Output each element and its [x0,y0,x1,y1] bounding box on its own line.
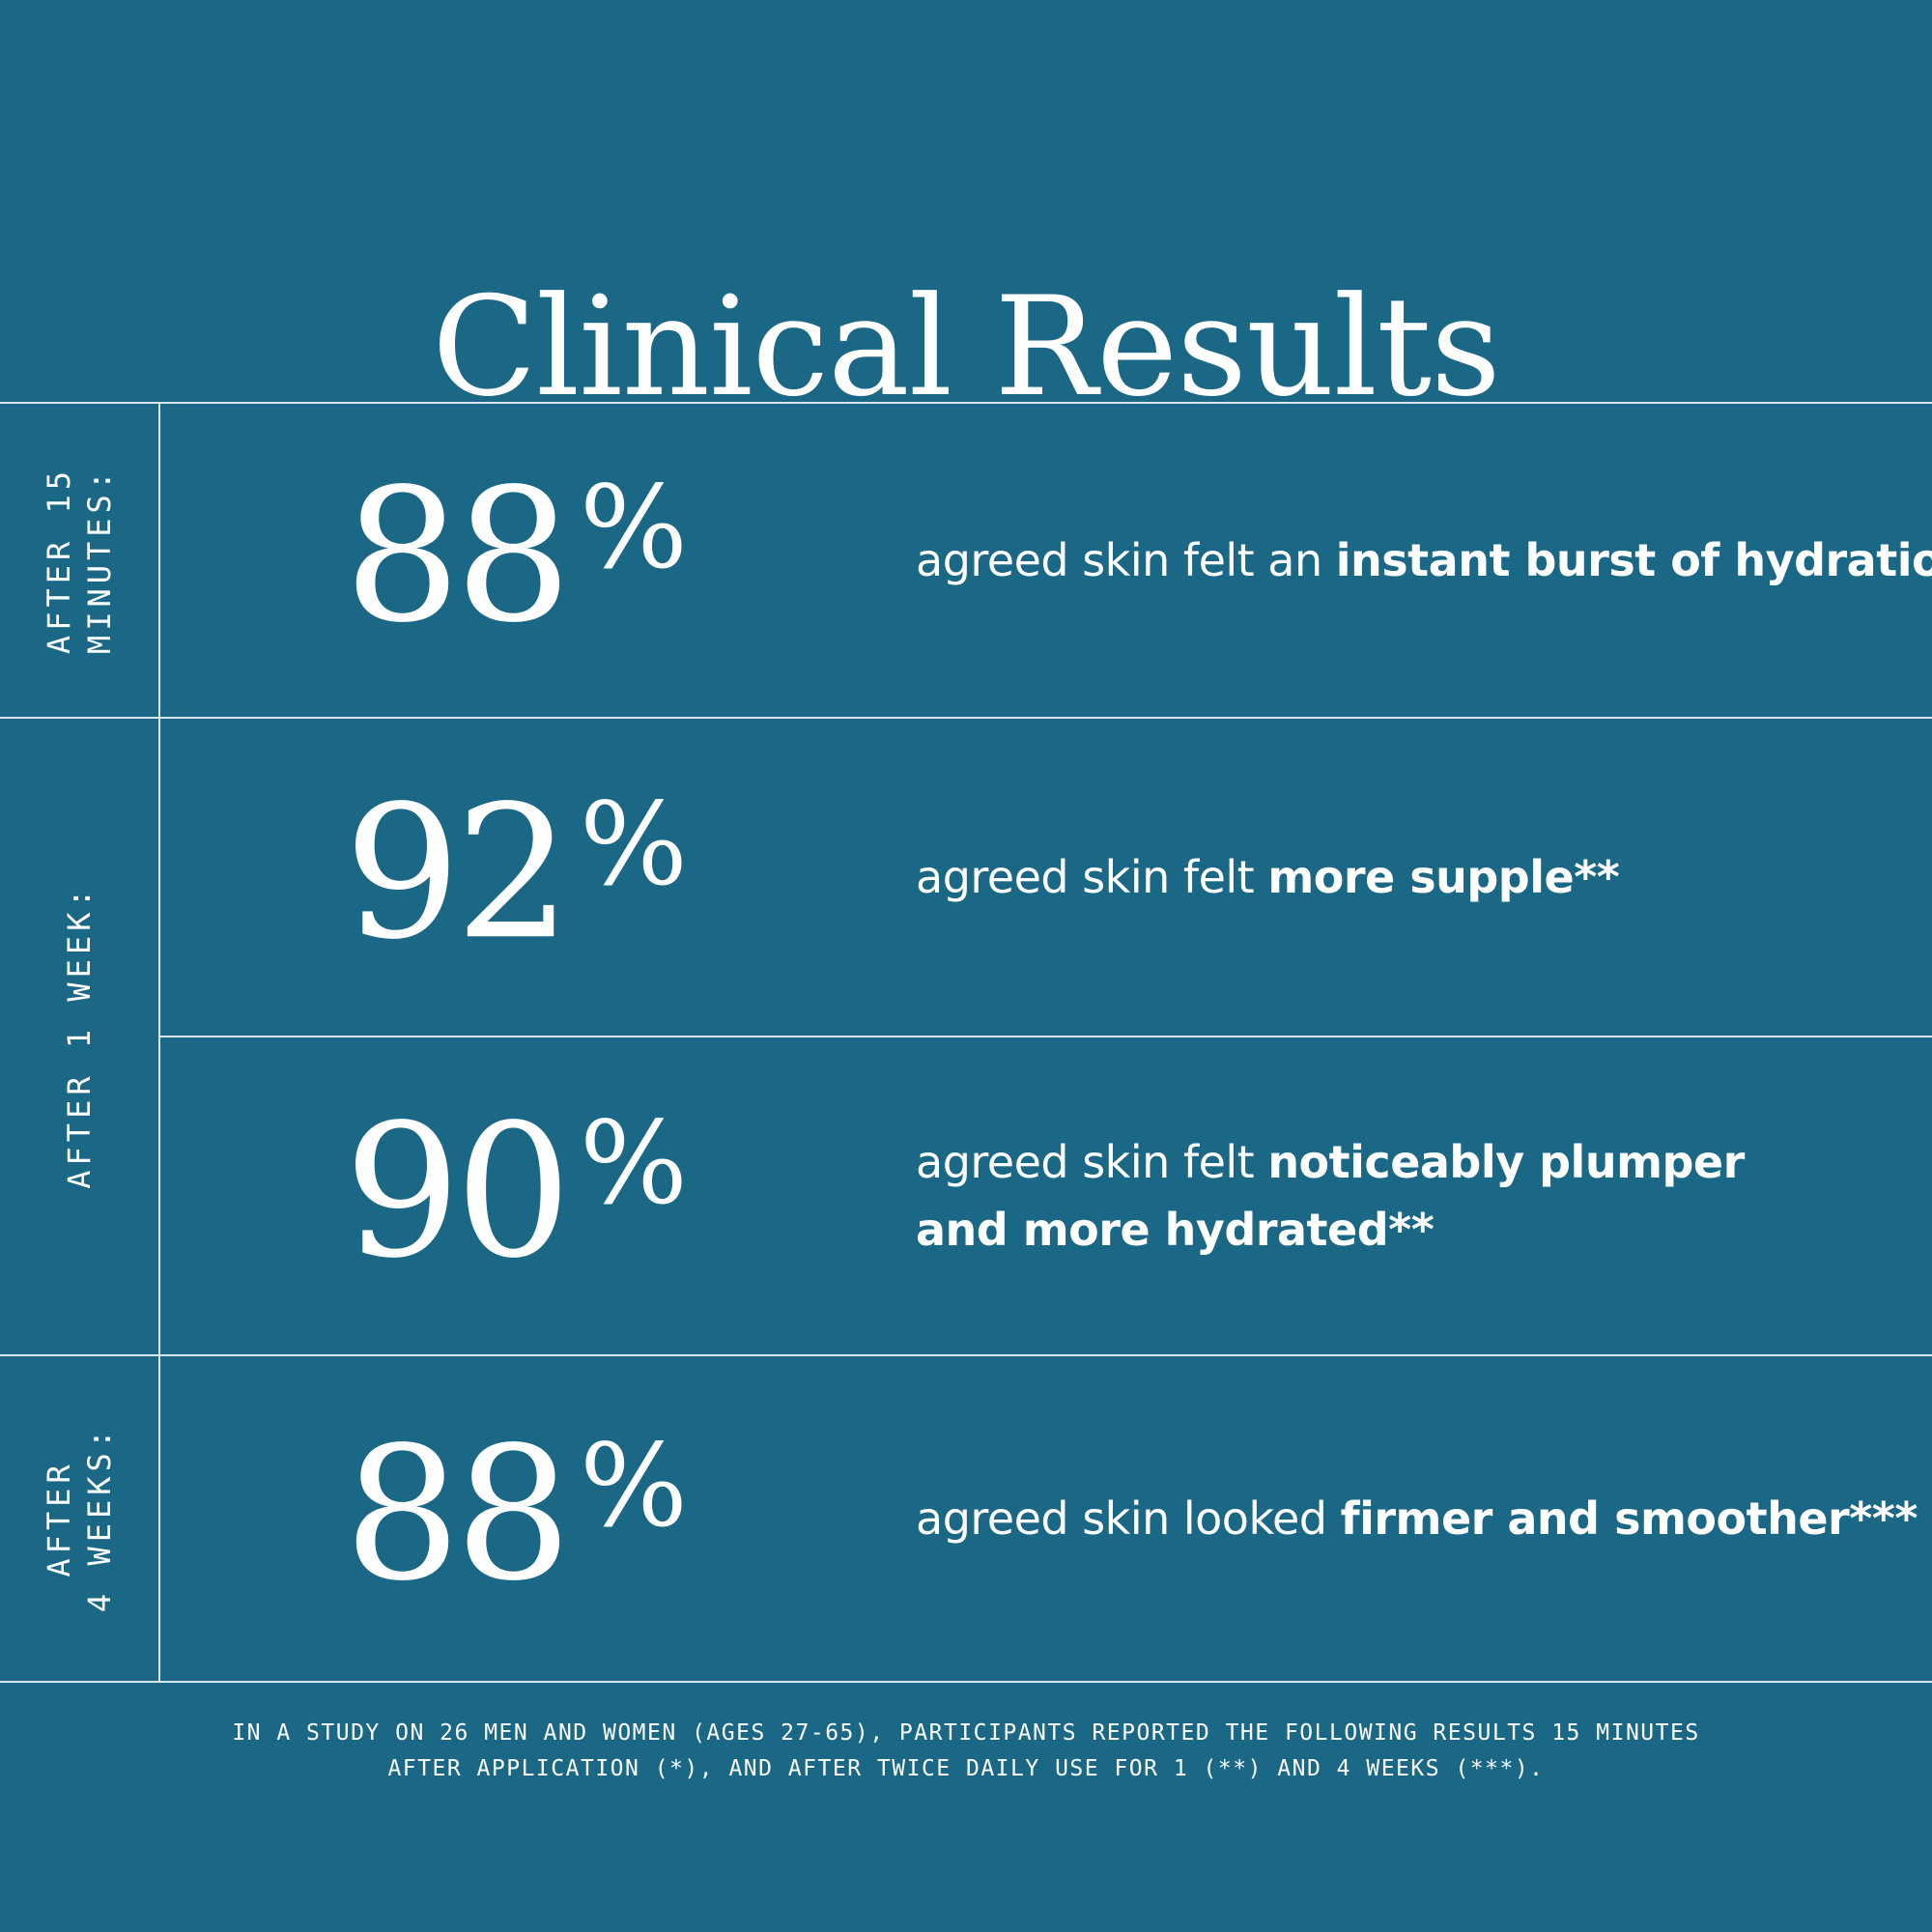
percent-sign: % [579,1096,688,1231]
footnote-line: AFTER APPLICATION (*), AND AFTER TWICE D… [387,1756,1545,1781]
percent-sign: % [579,461,688,595]
study-footnote: IN A STUDY ON 26 MEN AND WOMEN (AGES 27-… [0,1716,1932,1787]
stat-highlight: firmer and smoother [1340,1492,1850,1545]
page-title: Clinical Results [432,268,1501,428]
stat-highlight: noticeably plumper [1267,1136,1745,1188]
period-label-line: MINUTES: [81,466,118,655]
stat-value: 88 [344,1407,572,1622]
period-after-1-week: AFTER 1 WEEK: [0,719,158,1354]
footnote-mark: *** [1849,1492,1918,1545]
percent-sign: % [579,1419,688,1553]
stat-text: agreed skin looked [916,1492,1341,1545]
stat-highlight: more supple [1267,851,1575,903]
period-label-line: 4 WEEKS: [81,1424,118,1613]
footnote-mark: ** [1388,1204,1435,1256]
divider-week-1-rows [160,1036,1932,1037]
divider-top [0,402,1932,404]
stat-row: 88 % agreed skin looked firmer and smoot… [160,1356,1932,1681]
period-label-line: AFTER 1 WEEK: [61,884,98,1189]
stat-description: agreed skin looked firmer and smoother**… [916,1485,1918,1552]
period-label-line: AFTER 15 [41,466,77,655]
stat-figure: 92 % [344,781,688,965]
stat-row: 88 % agreed skin felt an instant burst o… [160,404,1932,717]
period-after-15-minutes: AFTER 15 MINUTES: [0,404,158,717]
stat-text: agreed skin felt [916,1136,1268,1188]
stat-highlight: instant burst of hydration [1335,534,1932,586]
stat-value: 92 [344,766,572,980]
stat-text: agreed skin felt [916,851,1268,903]
footnote-line: IN A STUDY ON 26 MEN AND WOMEN (AGES 27-… [232,1720,1700,1746]
stat-highlight: and more hydrated [916,1204,1389,1256]
period-after-4-weeks: AFTER 4 WEEKS: [0,1356,158,1681]
period-label-line: AFTER [41,1460,77,1577]
stat-description: agreed skin felt noticeably plumper and m… [916,1128,1745,1264]
stat-value: 90 [344,1085,572,1299]
stat-row: 92 % agreed skin felt more supple** [160,719,1932,1036]
stat-figure: 88 % [344,1423,688,1606]
stat-text: agreed skin felt an [916,534,1336,586]
stat-row: 90 % agreed skin felt noticeably plumper… [160,1037,1932,1354]
percent-sign: % [579,778,688,912]
footnote-mark: ** [1574,851,1620,903]
stat-value: 88 [344,449,572,664]
stat-figure: 90 % [344,1100,688,1284]
divider-bottom [0,1681,1932,1683]
divider-after-1-week [0,1354,1932,1356]
stat-description: agreed skin felt an instant burst of hyd… [916,526,1932,594]
divider-after-15-minutes [0,717,1932,719]
stat-description: agreed skin felt more supple** [916,843,1620,911]
divider-vertical [158,403,160,1682]
stat-figure: 88 % [344,465,688,648]
